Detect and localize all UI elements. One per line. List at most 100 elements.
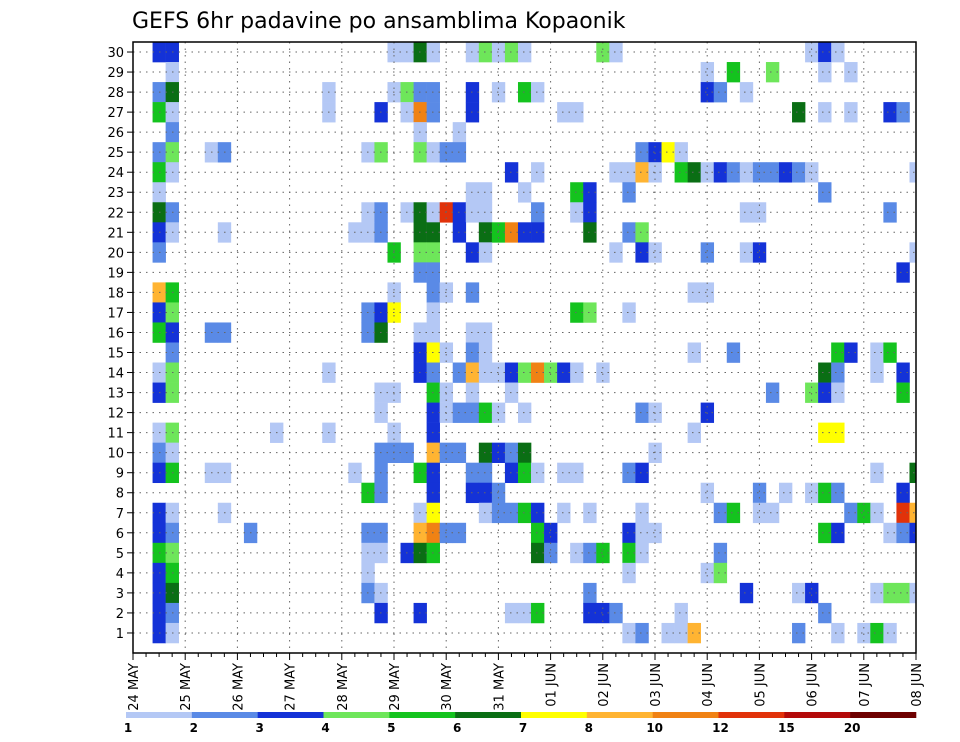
y-tick-label: 21 — [107, 226, 124, 241]
heatmap-cell — [726, 162, 741, 183]
heatmap-cell — [531, 362, 545, 383]
x-tick-label: 01 JUN — [545, 663, 560, 707]
heatmap-cell — [531, 462, 545, 484]
heatmap-cell — [831, 362, 845, 383]
heatmap-cell — [857, 622, 871, 644]
heatmap-cell — [713, 82, 728, 103]
x-tick-label: 30 MAY — [440, 663, 455, 711]
heatmap-cell — [674, 622, 688, 644]
heatmap-cell — [739, 162, 754, 183]
plot-frame — [132, 41, 917, 654]
heatmap-cell — [687, 422, 701, 443]
heatmap-cell — [896, 582, 910, 604]
heatmap-cell — [805, 582, 819, 604]
legend-color-segment — [586, 712, 653, 718]
heatmap-cell — [870, 462, 884, 484]
heatmap-cell — [635, 402, 649, 423]
x-tick-label: 07 JUN — [858, 663, 873, 707]
heatmap-cell — [648, 242, 662, 263]
heatmap-cell — [517, 442, 532, 463]
heatmap-cell — [831, 482, 845, 504]
legend-color-segment — [126, 712, 193, 718]
heatmap-cell — [739, 82, 754, 103]
heatmap-cell — [609, 602, 623, 624]
heatmap-cell — [726, 62, 741, 83]
heatmap-cell — [792, 622, 806, 644]
heatmap-cell — [635, 162, 649, 183]
legend-color-segment — [521, 712, 588, 718]
y-tick-label: 10 — [107, 447, 124, 462]
heatmap-cell — [491, 82, 506, 103]
y-tick-label: 23 — [107, 186, 124, 201]
heatmap-cell — [491, 222, 506, 243]
legend-tick-label: 12 — [712, 721, 729, 735]
heatmap-cell — [635, 462, 649, 484]
heatmap-cell — [531, 82, 545, 103]
heatmap-cell — [622, 182, 636, 203]
heatmap-cell — [517, 602, 532, 624]
heatmap-cell — [570, 102, 584, 123]
heatmap-cell — [844, 502, 858, 524]
heatmap-cell — [739, 582, 754, 604]
heatmap-cell — [700, 82, 715, 103]
heatmap-cell — [478, 42, 493, 63]
y-tick-label: 26 — [107, 126, 124, 141]
heatmap-cell — [504, 462, 519, 484]
heatmap-cell — [765, 62, 780, 83]
x-tick-label: 29 MAY — [388, 663, 403, 711]
x-tick-label: 06 JUN — [806, 663, 821, 707]
legend-tick-label: 7 — [519, 721, 527, 735]
y-tick-label: 2 — [116, 607, 124, 622]
heatmap-cell — [674, 142, 688, 163]
heatmap-cell — [883, 582, 897, 604]
legend-tick-label: 8 — [585, 721, 593, 735]
y-tick-label: 3 — [116, 587, 124, 602]
legend-tick-label: 4 — [321, 721, 329, 735]
heatmap-cell — [752, 242, 767, 263]
heatmap-cell — [896, 482, 910, 504]
heatmap-cell — [531, 222, 545, 243]
heatmap-cell — [870, 622, 884, 644]
heatmap-cell — [622, 622, 636, 644]
heatmap-cell — [805, 482, 819, 504]
x-tick-label: 26 MAY — [231, 663, 246, 711]
heatmap-cell — [909, 522, 917, 544]
heatmap-cell — [609, 162, 623, 183]
heatmap-cell — [531, 542, 545, 564]
legend-color-segment — [652, 712, 719, 718]
y-tick-label: 13 — [107, 387, 124, 402]
heatmap-cell — [909, 242, 917, 263]
heatmap-cell — [648, 522, 662, 544]
heatmap-cell — [596, 542, 610, 564]
heatmap-cell — [700, 242, 715, 263]
legend-color-segment — [191, 712, 258, 718]
x-tick-label: 04 JUN — [701, 663, 716, 707]
heatmap-cell — [909, 502, 917, 524]
legend-tick-label: 2 — [190, 721, 198, 735]
y-tick-label: 1 — [116, 627, 124, 642]
legend-color-segment — [257, 712, 324, 718]
heatmap-cell — [713, 502, 728, 524]
y-tick-label: 5 — [116, 547, 124, 562]
heatmap-cell — [792, 102, 806, 123]
chart-title: GEFS 6hr padavine po ansamblima Kopaonik — [132, 9, 626, 34]
heatmap-cell — [478, 322, 493, 343]
legend-tick-label: 1 — [124, 721, 132, 735]
heatmap-cell — [818, 602, 832, 624]
heatmap-cell — [478, 362, 493, 383]
heatmap-cell — [700, 282, 715, 303]
heatmap-cell — [883, 522, 897, 544]
y-tick-label: 27 — [107, 106, 124, 121]
heatmap-cell — [557, 362, 571, 383]
heatmap-cell — [818, 522, 832, 544]
heatmap-cell — [870, 582, 884, 604]
heatmap-cell — [570, 202, 584, 223]
heatmap-cell — [674, 162, 688, 183]
heatmap-cell — [831, 522, 845, 544]
heatmap-cell — [531, 162, 545, 183]
heatmap-cell — [818, 102, 832, 123]
heatmap-cell — [478, 242, 493, 263]
heatmap-cell — [622, 522, 636, 544]
heatmap-cell — [504, 362, 519, 383]
heatmap-cell — [648, 142, 662, 163]
